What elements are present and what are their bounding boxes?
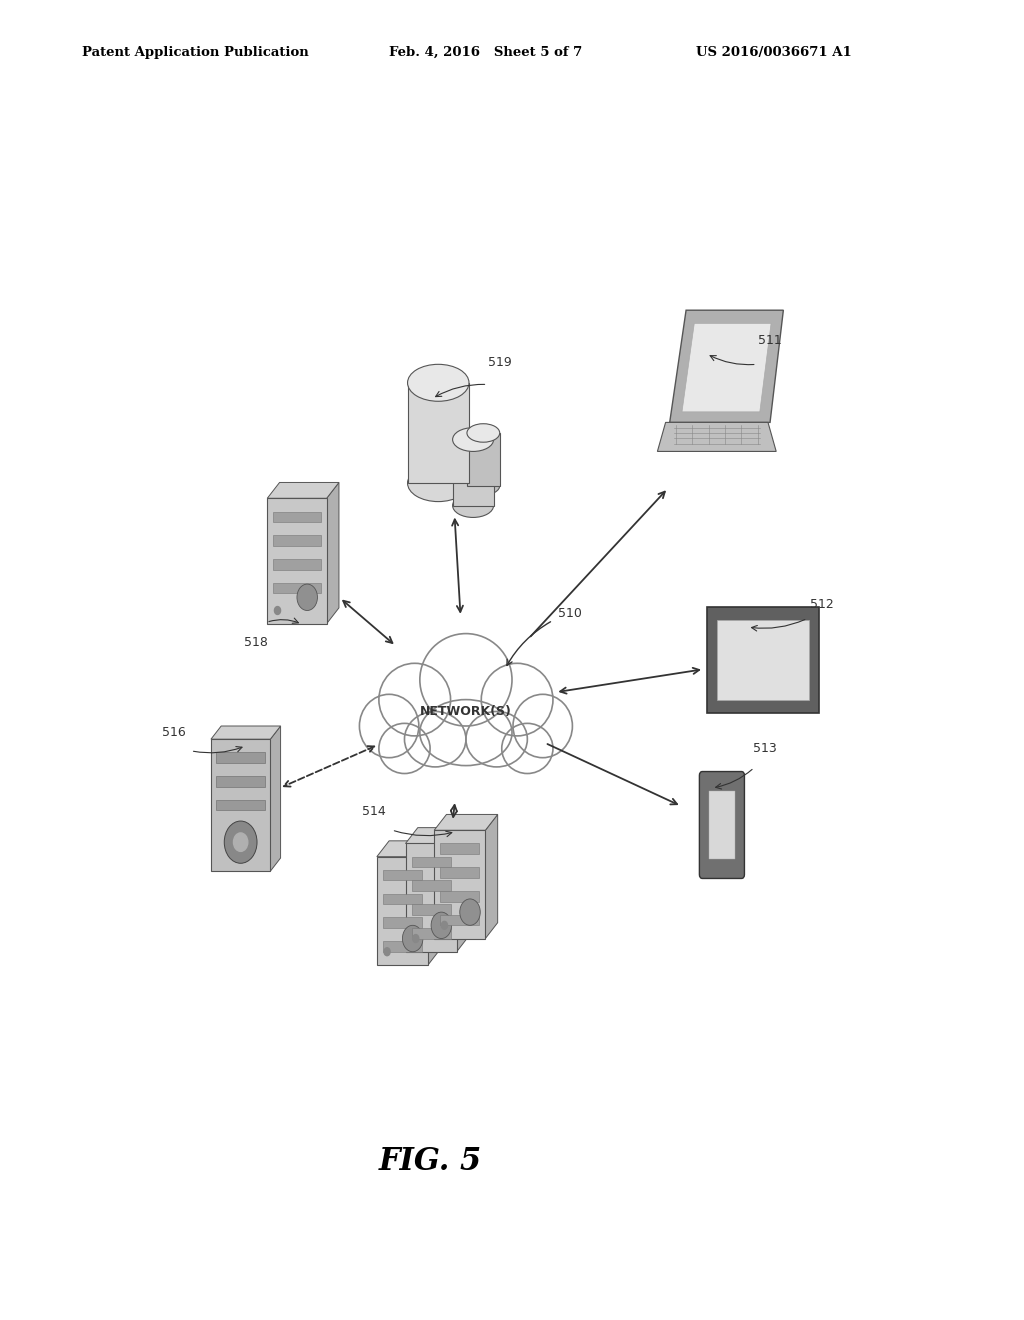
Bar	[412, 904, 451, 915]
Text: Patent Application Publication: Patent Application Publication	[82, 46, 308, 59]
Circle shape	[274, 607, 281, 615]
Text: Feb. 4, 2016   Sheet 5 of 7: Feb. 4, 2016 Sheet 5 of 7	[389, 46, 583, 59]
Polygon shape	[406, 828, 469, 843]
Bar	[453, 440, 494, 506]
Bar	[434, 830, 485, 939]
Text: FIG. 5: FIG. 5	[379, 1146, 481, 1177]
Text: 514: 514	[361, 805, 386, 818]
FancyBboxPatch shape	[699, 771, 744, 879]
Polygon shape	[682, 323, 771, 412]
Ellipse shape	[481, 663, 553, 735]
Circle shape	[233, 833, 248, 851]
Circle shape	[431, 912, 452, 939]
Bar	[408, 383, 469, 483]
Bar	[216, 776, 265, 787]
Ellipse shape	[502, 723, 553, 774]
Bar	[412, 857, 451, 867]
Bar	[467, 433, 500, 486]
Bar	[412, 928, 451, 939]
Polygon shape	[327, 483, 339, 624]
Ellipse shape	[467, 424, 500, 442]
Polygon shape	[377, 841, 440, 857]
Bar	[273, 511, 321, 523]
Circle shape	[224, 821, 257, 863]
Ellipse shape	[408, 465, 469, 502]
Bar	[273, 583, 321, 594]
Ellipse shape	[379, 663, 451, 735]
Ellipse shape	[466, 711, 527, 767]
Bar	[440, 843, 479, 854]
Text: 516: 516	[162, 726, 186, 739]
Circle shape	[413, 935, 419, 942]
Ellipse shape	[513, 694, 572, 758]
Text: 511: 511	[758, 334, 782, 347]
Bar	[267, 499, 327, 624]
Bar	[273, 536, 321, 546]
Ellipse shape	[404, 711, 466, 767]
Bar	[273, 560, 321, 570]
Bar	[406, 843, 457, 952]
Bar	[383, 870, 422, 880]
Bar	[412, 880, 451, 891]
Bar	[717, 620, 809, 700]
Circle shape	[402, 925, 423, 952]
Bar	[377, 857, 428, 965]
Ellipse shape	[453, 428, 494, 451]
Ellipse shape	[453, 494, 494, 517]
Polygon shape	[434, 814, 498, 830]
Bar	[440, 915, 479, 925]
Bar	[216, 752, 265, 763]
Ellipse shape	[420, 700, 512, 766]
Text: 518: 518	[244, 636, 268, 649]
Bar	[440, 891, 479, 902]
Text: 519: 519	[487, 356, 512, 370]
Polygon shape	[657, 422, 776, 451]
Circle shape	[460, 899, 480, 925]
Polygon shape	[457, 828, 469, 952]
Ellipse shape	[420, 634, 512, 726]
Polygon shape	[670, 310, 783, 422]
Ellipse shape	[408, 364, 469, 401]
Ellipse shape	[359, 694, 419, 758]
Circle shape	[441, 921, 447, 929]
Bar	[211, 739, 270, 871]
Polygon shape	[270, 726, 281, 871]
Bar	[383, 941, 422, 952]
Bar	[709, 791, 735, 858]
Bar	[216, 800, 265, 810]
Polygon shape	[211, 726, 281, 739]
Bar	[383, 894, 422, 904]
Polygon shape	[485, 814, 498, 939]
Polygon shape	[428, 841, 440, 965]
Circle shape	[384, 948, 390, 956]
Ellipse shape	[467, 477, 500, 495]
Bar	[707, 607, 819, 713]
Text: US 2016/0036671 A1: US 2016/0036671 A1	[696, 46, 852, 59]
Bar	[440, 867, 479, 878]
Text: 510: 510	[558, 607, 582, 620]
Polygon shape	[267, 483, 339, 499]
Text: NETWORK(S): NETWORK(S)	[420, 705, 512, 718]
Ellipse shape	[379, 723, 430, 774]
Text: 512: 512	[810, 598, 835, 611]
Text: 513: 513	[753, 742, 777, 755]
Bar	[383, 917, 422, 928]
Circle shape	[297, 583, 317, 611]
